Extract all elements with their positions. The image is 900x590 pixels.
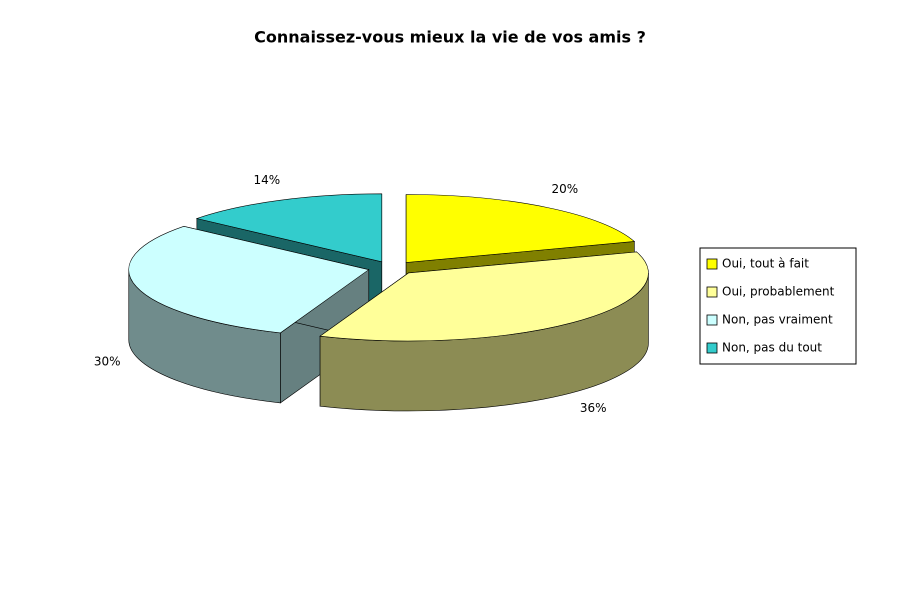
data-label: 20% (551, 182, 578, 196)
legend-label: Non, pas du tout (722, 341, 822, 355)
chart-title: Connaissez-vous mieux la vie de vos amis… (254, 28, 646, 47)
data-label: 30% (94, 355, 121, 369)
legend-label: Oui, probablement (722, 285, 835, 299)
legend-box (699, 247, 857, 365)
legend-swatch (706, 286, 718, 298)
slice (405, 194, 636, 263)
slice (128, 226, 370, 334)
legend-swatch (706, 258, 718, 270)
legend-swatch (706, 342, 718, 354)
data-label: 14% (253, 173, 280, 187)
legend-label: Non, pas vraiment (722, 313, 833, 327)
slice (319, 251, 649, 342)
slice (195, 193, 383, 263)
legend-swatch (706, 314, 718, 326)
data-label: 36% (580, 401, 607, 415)
legend-label: Oui, tout à fait (722, 257, 809, 271)
